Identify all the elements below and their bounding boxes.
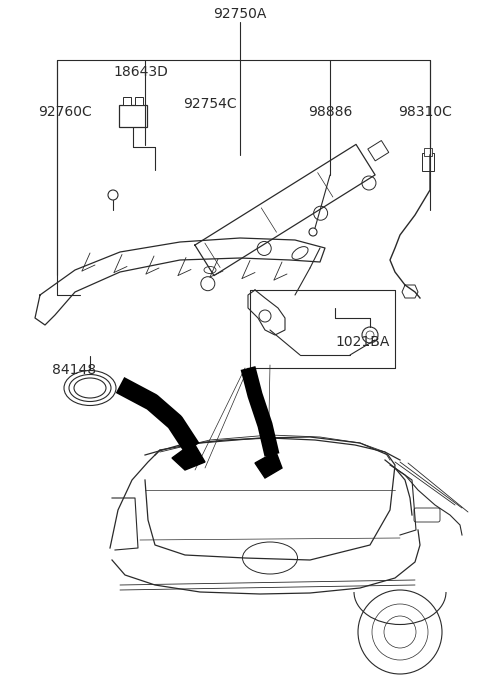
Ellipse shape	[242, 542, 298, 574]
Text: 92760C: 92760C	[38, 105, 92, 119]
Polygon shape	[172, 445, 205, 470]
Text: 1021BA: 1021BA	[335, 335, 389, 349]
Polygon shape	[255, 452, 282, 478]
Bar	[119, 105, 147, 127]
Ellipse shape	[69, 375, 111, 402]
Text: 92754C: 92754C	[183, 97, 237, 111]
Text: 92750A: 92750A	[213, 7, 267, 21]
Bar	[424, 148, 432, 156]
Bar	[135, 97, 143, 105]
Bar	[422, 153, 434, 171]
FancyBboxPatch shape	[414, 508, 440, 522]
Text: 98886: 98886	[308, 105, 352, 119]
Bar	[123, 97, 131, 105]
Ellipse shape	[292, 247, 308, 259]
Ellipse shape	[64, 370, 116, 405]
Ellipse shape	[204, 266, 216, 274]
Ellipse shape	[74, 378, 106, 398]
Text: 18643D: 18643D	[113, 65, 168, 79]
Bar	[368, 140, 389, 161]
Text: 84148: 84148	[52, 363, 96, 377]
Text: 98310C: 98310C	[398, 105, 452, 119]
